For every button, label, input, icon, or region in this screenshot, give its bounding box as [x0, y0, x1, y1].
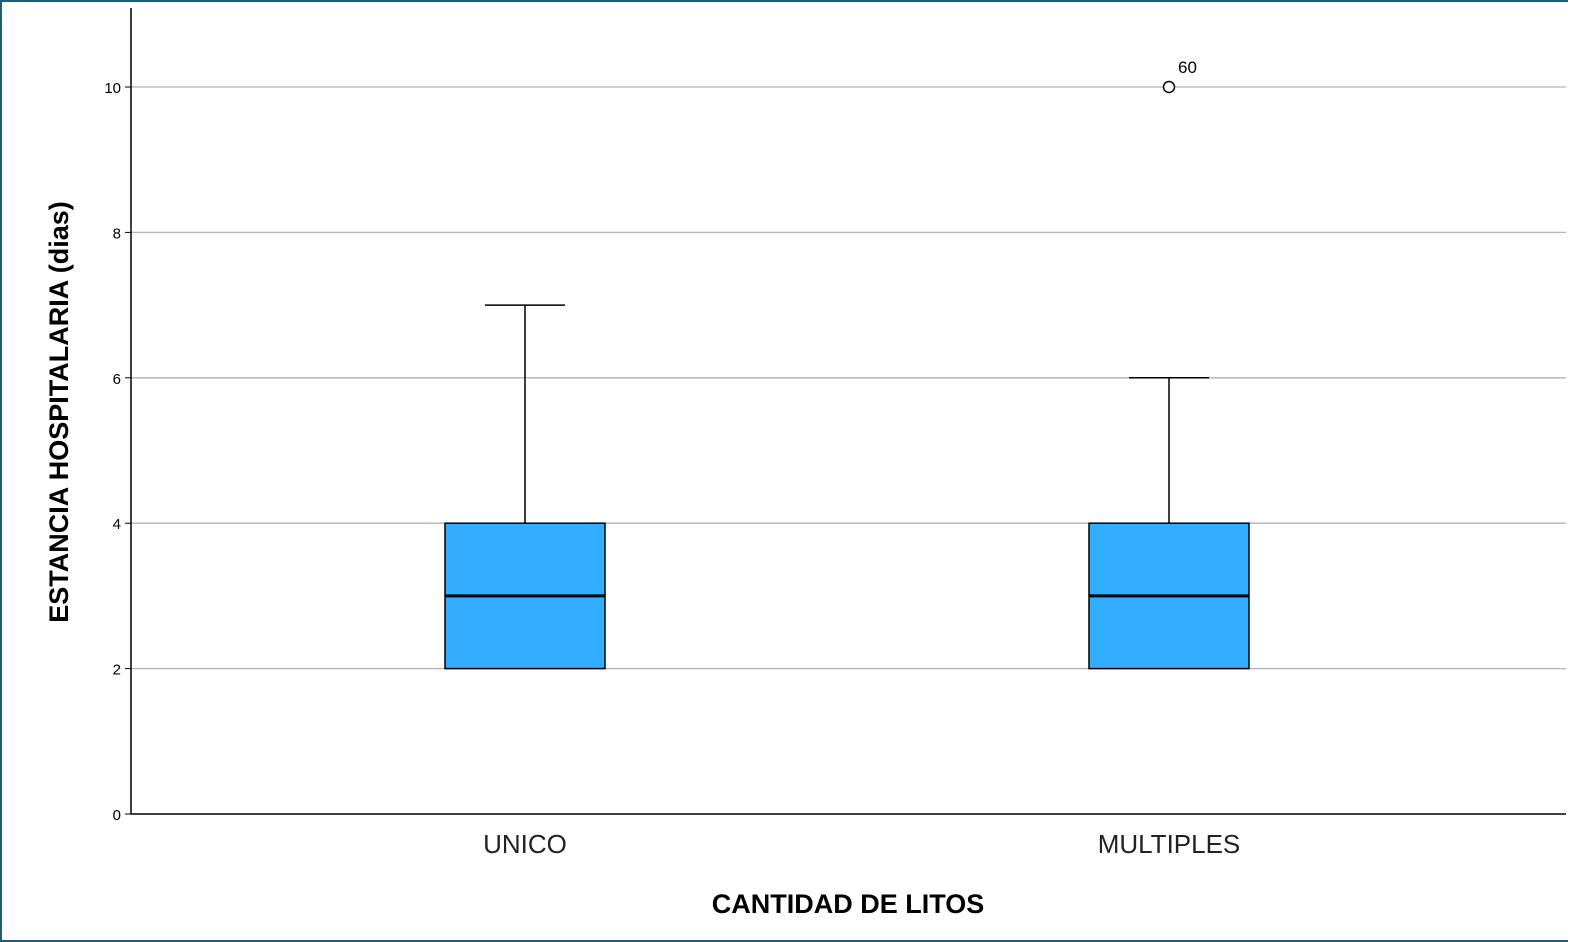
box-unico — [444, 304, 606, 670]
y-tick-label: 0 — [113, 807, 121, 824]
y-tick-label: 8 — [113, 225, 121, 242]
y-axis-title: ESTANCIA HOSPITALARIA (dias) — [44, 201, 74, 623]
y-tick-label: 10 — [104, 80, 121, 97]
y-tick-label: 6 — [113, 371, 121, 388]
x-category-label: MULTIPLES — [1098, 829, 1241, 859]
gridlines — [131, 86, 1566, 670]
y-tick-labels: 0 2 4 6 8 10 — [104, 80, 131, 824]
outlier-label: 60 — [1178, 58, 1197, 77]
boxes: 60 — [444, 58, 1250, 670]
axes — [130, 8, 1566, 815]
x-category-labels: UNICO MULTIPLES — [483, 829, 1240, 859]
x-axis-title: CANTIDAD DE LITOS — [712, 889, 985, 919]
outlier-point — [1162, 80, 1176, 94]
y-tick-label: 4 — [113, 516, 121, 533]
box-multiples: 60 — [1088, 58, 1250, 670]
x-category-label: UNICO — [483, 829, 567, 859]
y-tick-label: 2 — [113, 662, 121, 679]
